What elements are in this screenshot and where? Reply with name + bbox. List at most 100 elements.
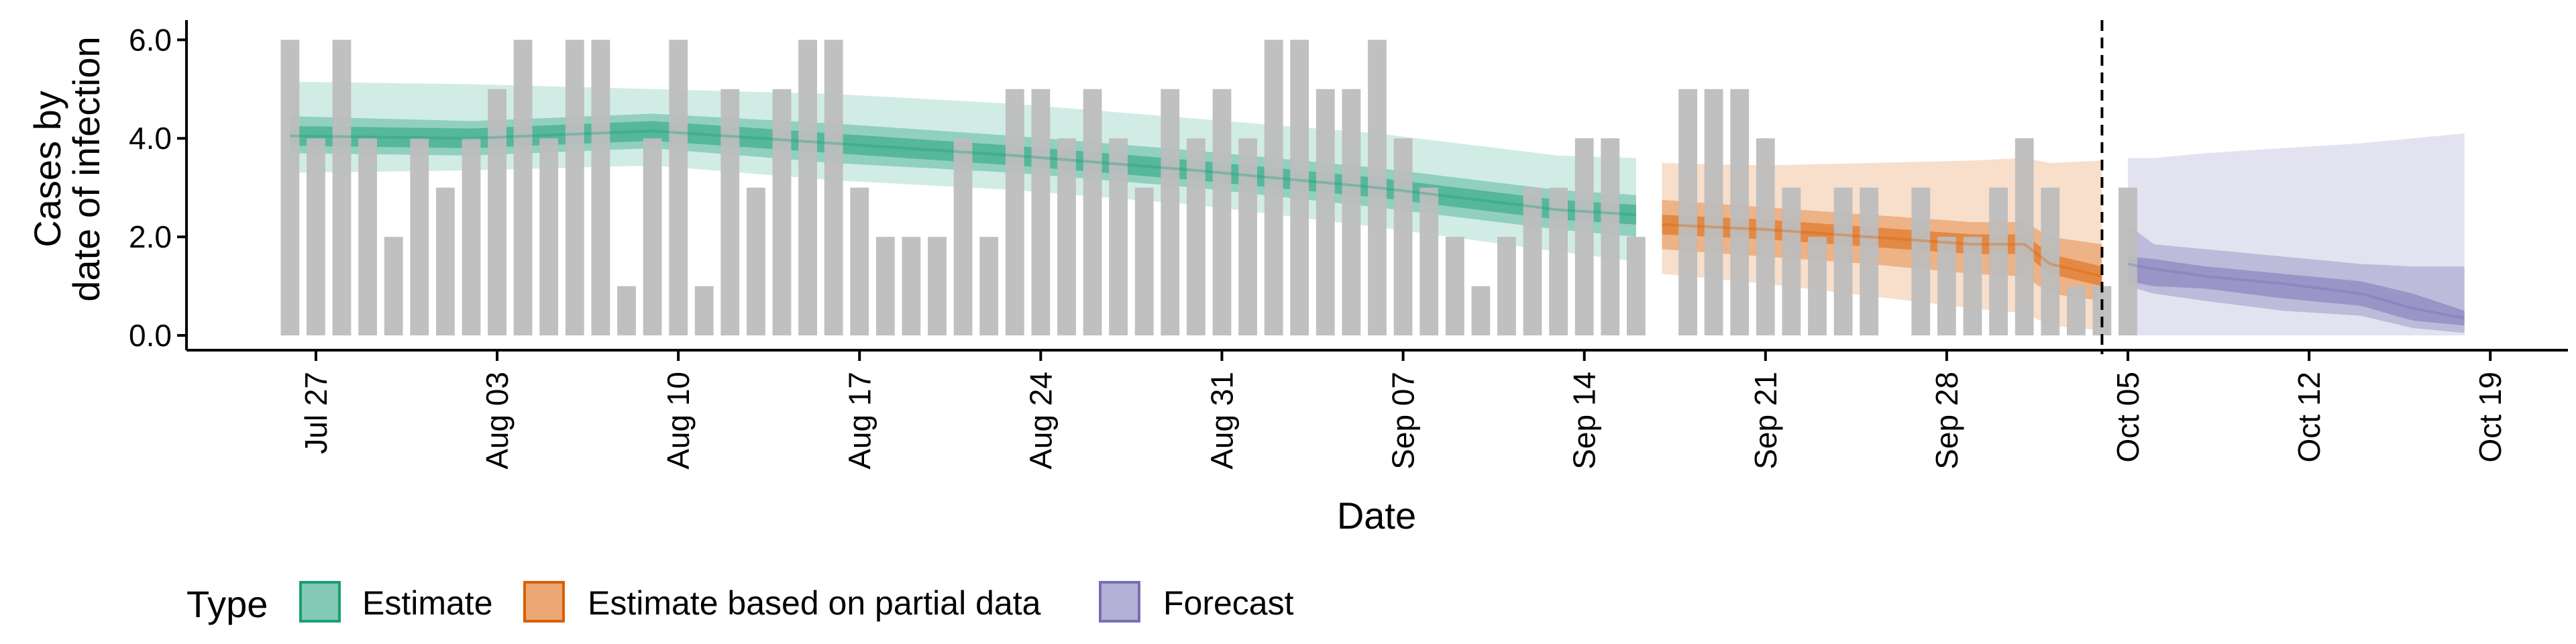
bar — [1083, 89, 1102, 336]
bar — [928, 237, 947, 335]
y-axis-title-line-2: date of infection — [65, 36, 107, 301]
x-tick-label: Aug 31 — [1205, 372, 1240, 470]
legend-swatch-forecast — [1099, 581, 1140, 623]
bar — [1161, 89, 1180, 336]
x-tick-label: Jul 27 — [299, 372, 333, 454]
bar — [1005, 89, 1024, 336]
bar — [513, 40, 533, 336]
legend-item-forecast: Forecast — [1099, 581, 1294, 623]
bar — [1549, 187, 1568, 335]
bar — [1704, 89, 1723, 336]
bar — [617, 286, 636, 335]
bar — [1523, 187, 1542, 335]
median-layer — [290, 20, 2465, 354]
y-tick-label: 0.0 — [129, 318, 172, 353]
x-axis-title: Date — [1337, 494, 1416, 537]
bar — [1963, 237, 1982, 335]
bar — [1471, 286, 1491, 335]
axes-layer: 0.0 2.0 4.0 6.0 Jul 27 Aug 03 Aug 10 Aug 17 Aug … — [129, 20, 2568, 470]
bar — [565, 40, 584, 336]
x-tick-label: Aug 17 — [842, 372, 877, 470]
bar — [1187, 138, 1205, 335]
bar — [384, 237, 403, 335]
bar — [280, 40, 300, 336]
bar — [876, 237, 895, 335]
bar — [1419, 187, 1439, 335]
bar — [1057, 138, 1076, 335]
bar — [2015, 138, 2034, 335]
x-tick-label: Oct 12 — [2292, 372, 2326, 463]
bar — [1989, 187, 2008, 335]
bar — [436, 187, 455, 335]
legend-label-estimate: Estimate — [362, 584, 493, 622]
ribbon-ci50-estimate — [290, 113, 1636, 237]
legend-swatch-estimate — [299, 581, 341, 623]
legend-label-partial: Estimate based on partial data — [588, 584, 1041, 622]
bar — [1031, 89, 1051, 336]
bar — [1627, 237, 1646, 335]
bar — [332, 40, 352, 336]
x-tick-label: Sep 28 — [1929, 372, 1964, 470]
legend-swatch-partial — [523, 581, 565, 623]
legend: Type Estimate Estimate based on partial … — [186, 581, 1294, 625]
bar — [1393, 138, 1413, 335]
median-line-estimate-based-on-partial-data — [1662, 223, 2102, 278]
bar — [902, 237, 921, 335]
bar — [1109, 138, 1128, 335]
y-tick-label: 2.0 — [129, 219, 172, 254]
y-tick-label: 4.0 — [129, 121, 172, 156]
bar — [1368, 40, 1387, 336]
bar — [1601, 138, 1620, 335]
legend-title: Type — [186, 583, 268, 625]
x-tick-label: Oct 05 — [2110, 372, 2145, 463]
bar — [1678, 89, 1697, 336]
y-axis-title-line-1: Cases by — [26, 91, 68, 247]
bar — [1134, 187, 1154, 335]
median-line-forecast — [2127, 262, 2465, 320]
bar — [539, 138, 559, 335]
bar — [1497, 237, 1516, 335]
bar — [1860, 187, 1879, 335]
bar — [669, 40, 688, 336]
bar — [1911, 187, 1931, 335]
bar — [462, 138, 481, 335]
bar — [953, 138, 973, 335]
x-tick-label: Oct 19 — [2473, 372, 2508, 463]
bar — [358, 138, 377, 335]
bar — [798, 40, 817, 336]
bar — [488, 89, 506, 336]
bar — [850, 187, 869, 335]
bar — [2092, 286, 2112, 335]
bar — [1238, 138, 1257, 335]
median-line-estimate — [290, 129, 1637, 217]
bar — [1808, 237, 1827, 335]
ribbon-ci20-forecast — [2128, 256, 2465, 326]
legend-label-forecast: Forecast — [1163, 584, 1294, 622]
bar — [1574, 138, 1594, 335]
bar — [307, 138, 325, 335]
x-tick-label: Aug 03 — [480, 372, 515, 470]
bar — [2118, 187, 2137, 335]
bar — [2041, 187, 2060, 335]
legend-item-estimate: Estimate — [299, 581, 493, 623]
bar — [772, 89, 792, 336]
bar — [1290, 40, 1309, 336]
bar — [643, 138, 662, 335]
bar — [747, 187, 765, 335]
bar — [824, 40, 843, 336]
bar — [591, 40, 610, 336]
x-tick-label: Aug 24 — [1023, 372, 1058, 470]
bar — [1937, 237, 1956, 335]
bar — [1782, 187, 1801, 335]
bar-layer — [280, 40, 2137, 336]
bar — [1212, 89, 1232, 336]
bar — [1756, 138, 1775, 335]
bar — [979, 237, 999, 335]
legend-item-partial: Estimate based on partial data — [523, 581, 1041, 623]
bar — [1833, 187, 1853, 335]
bar — [410, 138, 429, 335]
bar — [1730, 89, 1750, 336]
bar — [1445, 237, 1464, 335]
